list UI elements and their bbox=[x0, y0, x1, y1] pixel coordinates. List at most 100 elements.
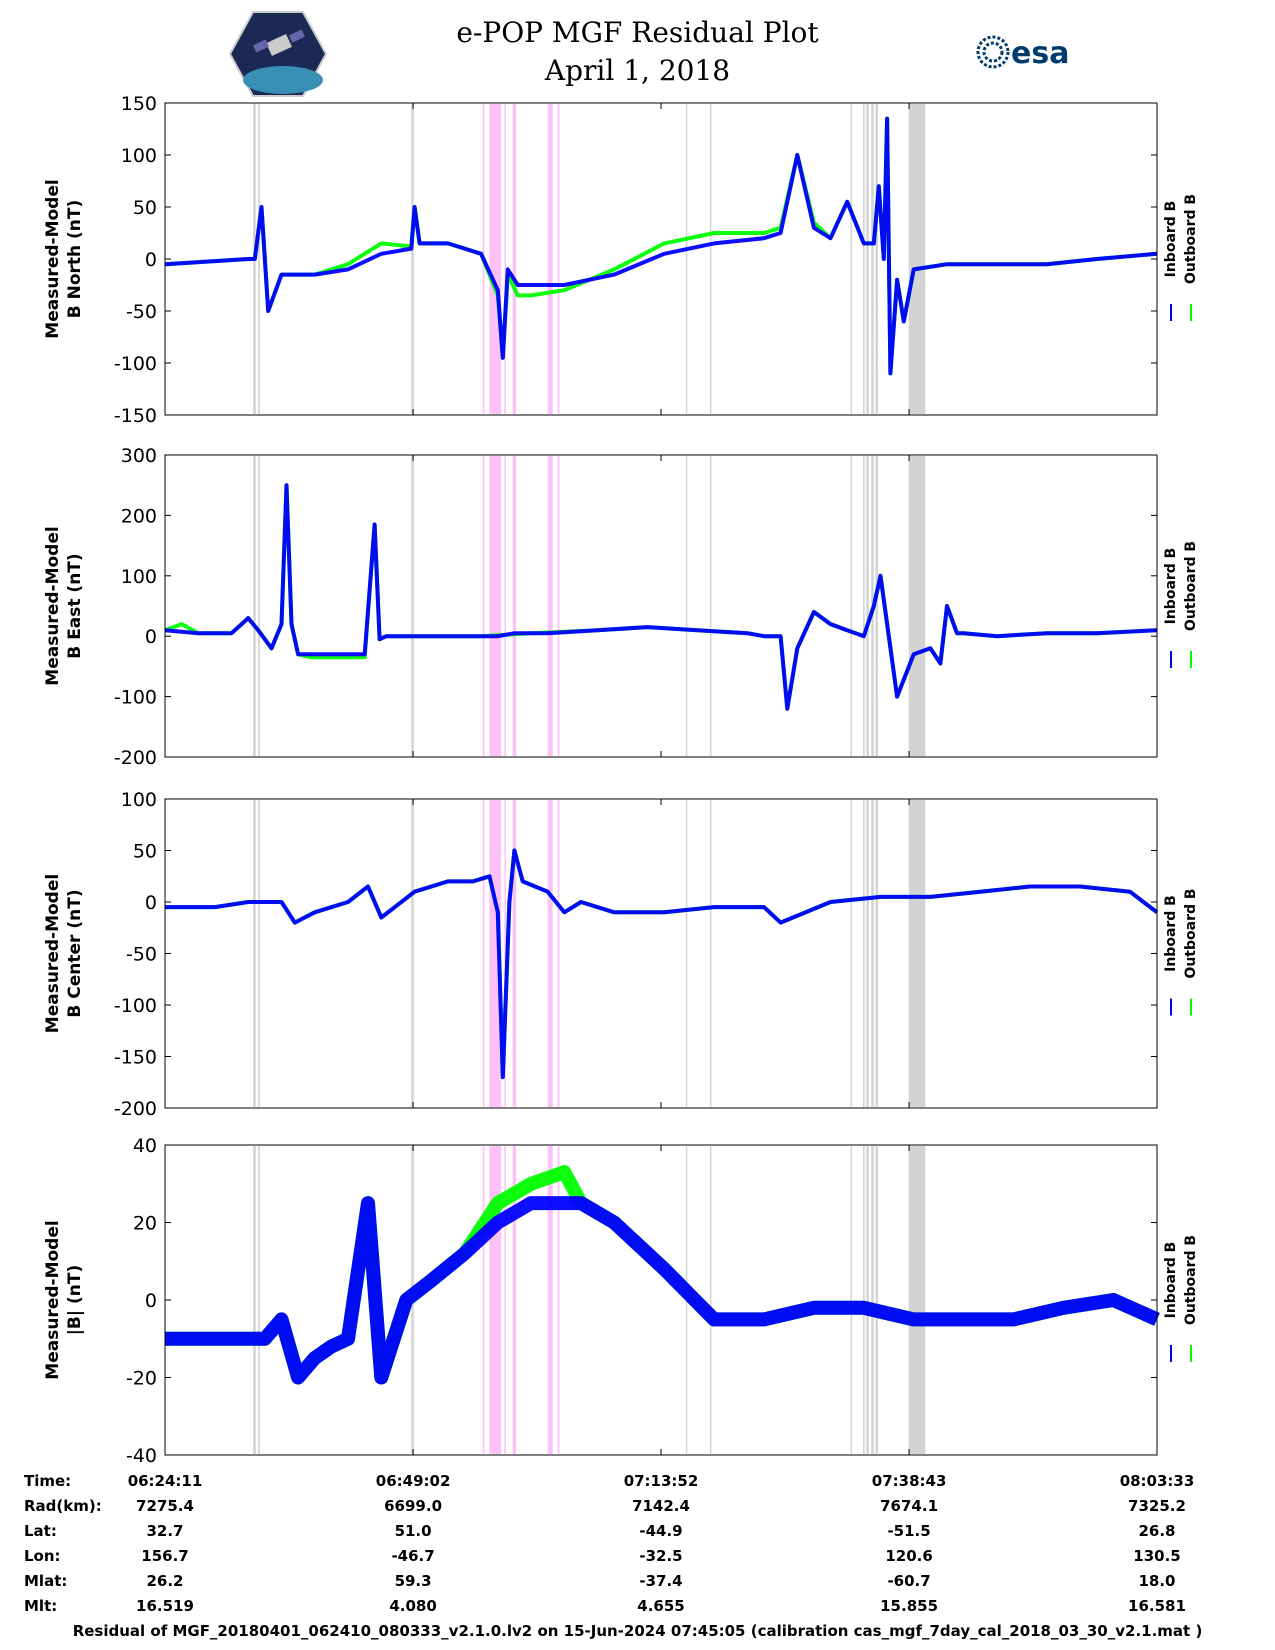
y-tick-label: -50 bbox=[126, 301, 157, 323]
gap-band-pink bbox=[504, 800, 506, 1107]
legend-inboard-label: Inboard B bbox=[1163, 895, 1179, 972]
table-cell: 156.7 bbox=[141, 1547, 189, 1565]
legend-inboard-label: Inboard B bbox=[1163, 548, 1179, 625]
gap-band-gray bbox=[253, 800, 256, 1107]
gap-band-gray bbox=[709, 104, 712, 414]
table-row-label: Mlt: bbox=[24, 1597, 58, 1615]
y-tick-label: 0 bbox=[145, 626, 157, 648]
gap-band-gray bbox=[411, 800, 414, 1107]
gap-band-pink bbox=[547, 104, 553, 414]
table-cell: 51.0 bbox=[394, 1522, 432, 1540]
panel-2: 300 200 100 0 -100 -200 Measured-Model B East (… bbox=[43, 445, 1199, 769]
gap-band-gray bbox=[862, 456, 865, 756]
cassiope-logo-icon bbox=[228, 11, 328, 97]
gap-band-gray bbox=[685, 104, 688, 414]
gap-band-pink bbox=[504, 104, 506, 414]
table-cell: 07:13:52 bbox=[623, 1472, 699, 1490]
panel-4: 40 20 0 -20 -40 Measured-Model |B| (nT) Inboard… bbox=[43, 1135, 1199, 1467]
gap-band-gray bbox=[862, 800, 865, 1107]
plot-frame bbox=[164, 102, 1158, 416]
y-tick-label: 0 bbox=[145, 892, 157, 914]
gap-band-gray bbox=[871, 800, 874, 1107]
panel-1: 150 100 50 0 -50 -100 -150 Measured-Model B Nort… bbox=[43, 93, 1199, 427]
y-tick-label: -100 bbox=[114, 687, 157, 709]
gap-band-pink bbox=[504, 1146, 506, 1454]
gap-band-gray bbox=[850, 1146, 853, 1454]
esa-logo-text: esa bbox=[1011, 36, 1069, 71]
y-axis-label: Measured-Model bbox=[43, 1220, 63, 1379]
y-tick-label: 0 bbox=[145, 1290, 157, 1312]
legend-outboard-label: Outboard B bbox=[1183, 194, 1199, 284]
y-axis-label: |B| (nT) bbox=[65, 1265, 85, 1336]
gap-band-gray bbox=[253, 1146, 256, 1454]
y-tick-label: -150 bbox=[114, 405, 157, 427]
series-inboard-line bbox=[164, 116, 1158, 376]
table-cell: 15.855 bbox=[880, 1597, 939, 1615]
gap-band-gray bbox=[871, 1146, 874, 1454]
gap-band-gray bbox=[875, 1146, 878, 1454]
gap-band-pink bbox=[547, 800, 553, 1107]
y-axis-label: B Center (nT) bbox=[65, 889, 85, 1017]
gap-band-gray bbox=[411, 104, 414, 414]
table-row-label: Time: bbox=[24, 1472, 72, 1490]
gap-band-pink bbox=[504, 456, 506, 756]
table-cell: 6699.0 bbox=[384, 1497, 443, 1515]
table-row-label: Lat: bbox=[24, 1522, 57, 1540]
y-tick-label: -50 bbox=[126, 944, 157, 966]
y-axis-label: Measured-Model bbox=[43, 874, 63, 1033]
table-row-label: Lon: bbox=[24, 1547, 61, 1565]
table-cell: 7674.1 bbox=[880, 1497, 939, 1515]
table-cell: 130.5 bbox=[1133, 1547, 1181, 1565]
gap-band-gray bbox=[866, 456, 869, 756]
series-outboard-line bbox=[164, 116, 1158, 376]
gap-band-gray bbox=[258, 104, 260, 414]
panel-3: 100 50 0 -50 -100 -150 -200 Measured-Model B Cen… bbox=[43, 789, 1199, 1120]
plot-frame bbox=[164, 1144, 1158, 1456]
chart-title: e-POP MGF Residual Plot bbox=[456, 16, 819, 49]
table-cell: 16.519 bbox=[136, 1597, 194, 1615]
gap-band-pink bbox=[547, 456, 553, 756]
series-outboard-line bbox=[165, 848, 1159, 1080]
gap-band-gray bbox=[411, 456, 414, 756]
y-tick-label: -100 bbox=[114, 995, 157, 1017]
gap-band-pink bbox=[547, 1146, 553, 1454]
gap-band-gray bbox=[875, 104, 878, 414]
table-cell: -37.4 bbox=[639, 1572, 683, 1590]
esa-logo-icon: esa bbox=[976, 35, 1069, 71]
y-tick-label: 50 bbox=[133, 197, 157, 219]
gap-band-gray bbox=[875, 800, 878, 1107]
table-cell: 7275.4 bbox=[136, 1497, 194, 1515]
table-cell: 7142.4 bbox=[632, 1497, 690, 1515]
table-cell: 06:49:02 bbox=[375, 1472, 451, 1490]
y-tick-label: 100 bbox=[121, 789, 157, 811]
series-outboard-line bbox=[164, 483, 1158, 711]
y-tick-label: 0 bbox=[145, 249, 157, 271]
series-inboard-line bbox=[165, 1196, 1160, 1385]
table-cell: 26.8 bbox=[1138, 1522, 1176, 1540]
gap-band-gray bbox=[862, 1146, 865, 1454]
gap-band-gray bbox=[850, 456, 853, 756]
gap-band-gray bbox=[866, 1146, 869, 1454]
table-cell: -44.9 bbox=[639, 1522, 683, 1540]
table-cell: -51.5 bbox=[887, 1522, 931, 1540]
table-cell: 59.3 bbox=[394, 1572, 432, 1590]
gap-band-gray bbox=[258, 456, 260, 756]
table-cell: 16.581 bbox=[1128, 1597, 1186, 1615]
gap-band-gray bbox=[875, 456, 878, 756]
table-cell: 4.655 bbox=[637, 1597, 685, 1615]
gap-band-pink bbox=[512, 800, 517, 1107]
y-tick-label: 50 bbox=[133, 841, 157, 863]
y-axis-label: Measured-Model bbox=[43, 179, 63, 338]
gap-band-pink bbox=[557, 800, 560, 1107]
gap-band-gray bbox=[908, 456, 926, 756]
footer-caption: Residual of MGF_20180401_062410_080333_v… bbox=[72, 1622, 1203, 1640]
series-inboard-line bbox=[165, 848, 1159, 1080]
legend-outboard-label: Outboard B bbox=[1183, 541, 1199, 631]
legend-inboard-label: Inboard B bbox=[1163, 1242, 1179, 1319]
gap-band-pink bbox=[557, 1146, 560, 1454]
gap-band-gray bbox=[908, 104, 926, 414]
table-cell: -60.7 bbox=[887, 1572, 931, 1590]
gap-band-gray bbox=[253, 456, 256, 756]
gap-band-gray bbox=[709, 1146, 712, 1454]
table-cell: 26.2 bbox=[146, 1572, 184, 1590]
